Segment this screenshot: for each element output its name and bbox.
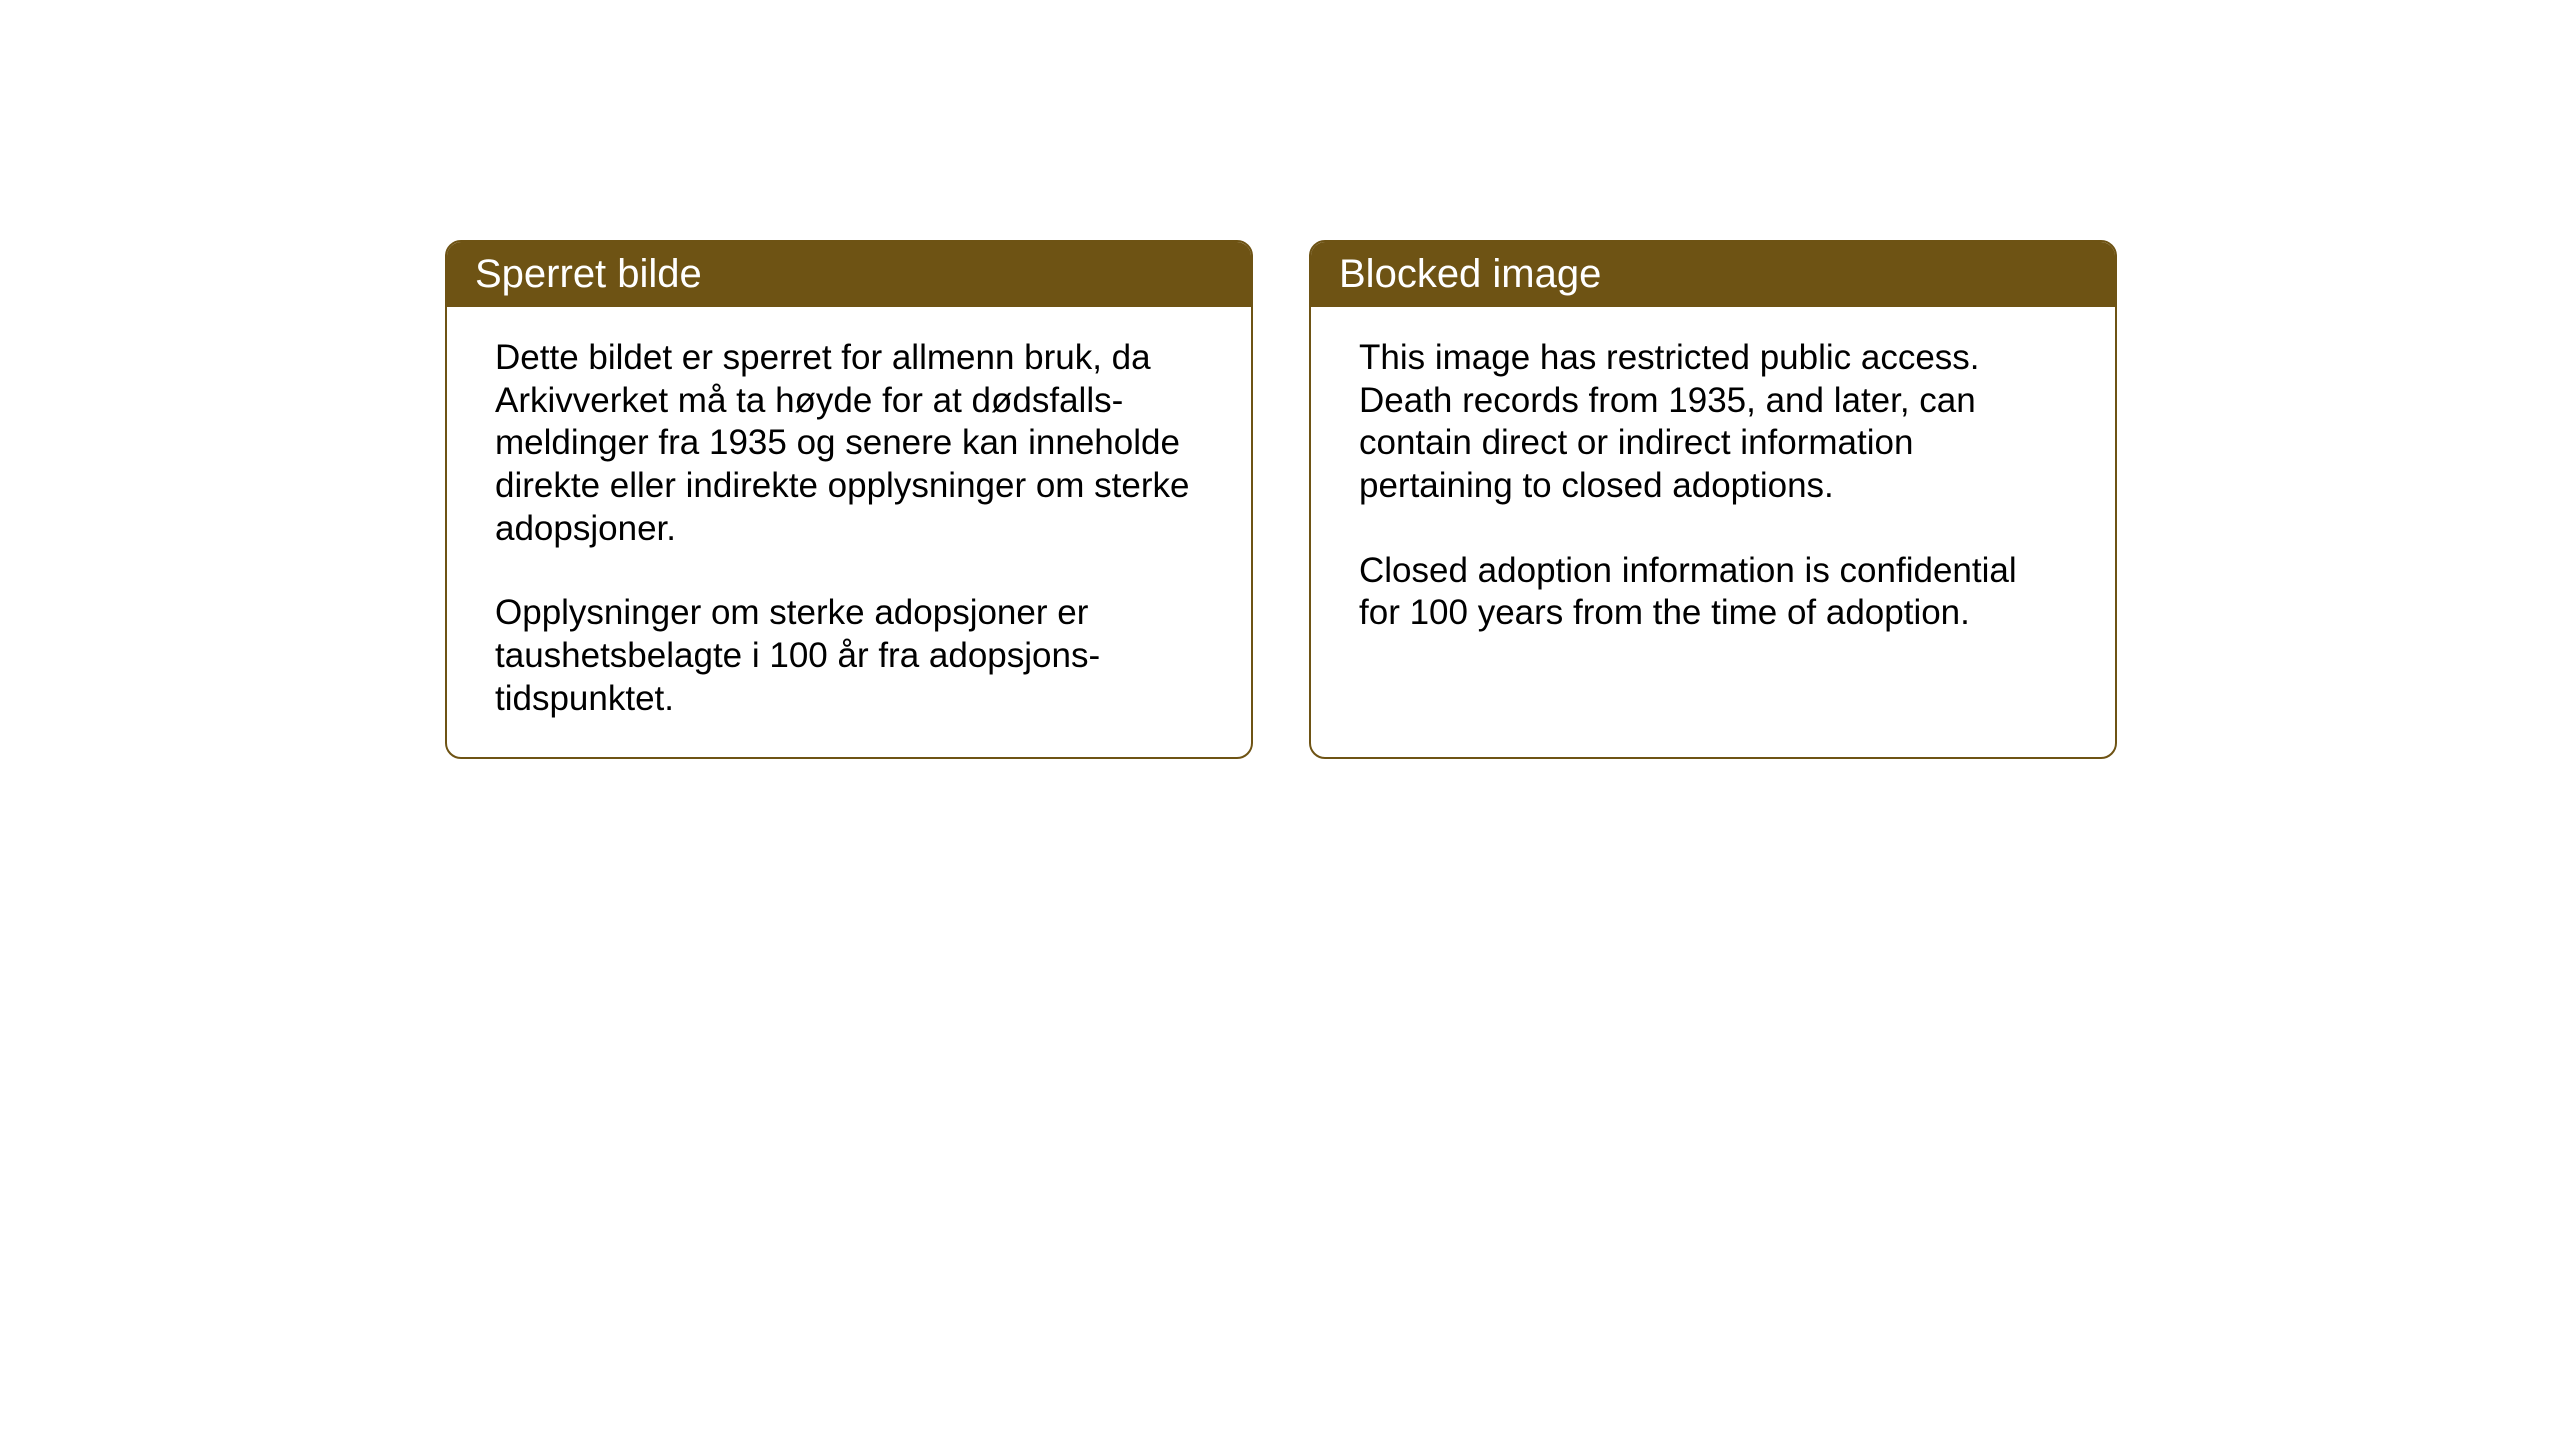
card-paragraph-2-english: Closed adoption information is confident… xyxy=(1359,550,2067,635)
notice-card-norwegian: Sperret bilde Dette bildet er sperret fo… xyxy=(445,240,1253,759)
notice-card-english: Blocked image This image has restricted … xyxy=(1309,240,2117,759)
card-title-english: Blocked image xyxy=(1339,252,1601,296)
card-header-english: Blocked image xyxy=(1311,242,2115,307)
card-paragraph-1-english: This image has restricted public access.… xyxy=(1359,337,2067,508)
card-paragraph-1-norwegian: Dette bildet er sperret for allmenn bruk… xyxy=(495,337,1203,550)
card-body-english: This image has restricted public access.… xyxy=(1311,307,2115,747)
card-title-norwegian: Sperret bilde xyxy=(475,252,702,296)
card-body-norwegian: Dette bildet er sperret for allmenn bruk… xyxy=(447,307,1251,757)
card-paragraph-2-norwegian: Opplysninger om sterke adopsjoner er tau… xyxy=(495,592,1203,720)
notice-container: Sperret bilde Dette bildet er sperret fo… xyxy=(445,240,2117,759)
card-header-norwegian: Sperret bilde xyxy=(447,242,1251,307)
